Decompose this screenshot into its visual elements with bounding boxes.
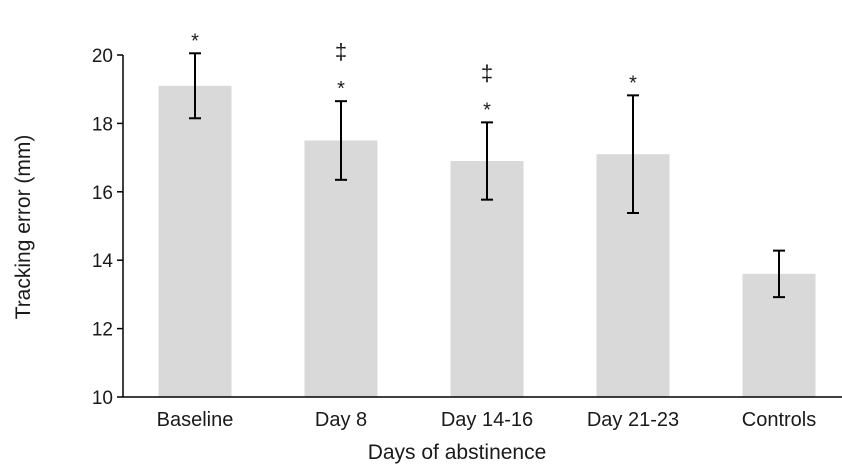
y-tick-label: 20	[92, 46, 113, 67]
significance-star: *	[337, 78, 345, 100]
y-tick-labels: 10 12 14 16 18 20	[92, 46, 123, 409]
x-tick-label: Day 8	[315, 409, 367, 431]
significance-star: *	[629, 72, 637, 94]
y-tick-label: 12	[92, 320, 113, 341]
y-axis-title: Tracking error (mm)	[12, 135, 35, 320]
bar	[158, 85, 232, 397]
x-tick-label: Day 21-23	[587, 409, 679, 431]
y-tick-label: 10	[92, 388, 113, 409]
error-bars-layer	[189, 52, 785, 299]
significance-star: *	[483, 99, 491, 121]
annotations-layer: * ‡ * ‡ * *	[191, 30, 637, 121]
bar	[304, 140, 378, 397]
y-tick-label: 18	[92, 114, 113, 135]
significance-star: *	[191, 30, 199, 52]
x-tick-label: Baseline	[157, 409, 234, 431]
x-tick-label: Controls	[742, 409, 816, 431]
significance-dagger: ‡	[481, 60, 493, 85]
y-tick-label: 16	[92, 183, 113, 204]
x-axis-title: Days of abstinence	[368, 441, 547, 464]
x-tick-labels: Baseline Day 8 Day 14-16 Day 21-23 Controls	[157, 409, 817, 431]
x-tick-label: Day 14-16	[441, 409, 533, 431]
y-tick-label: 14	[92, 251, 114, 272]
significance-dagger: ‡	[335, 39, 347, 64]
